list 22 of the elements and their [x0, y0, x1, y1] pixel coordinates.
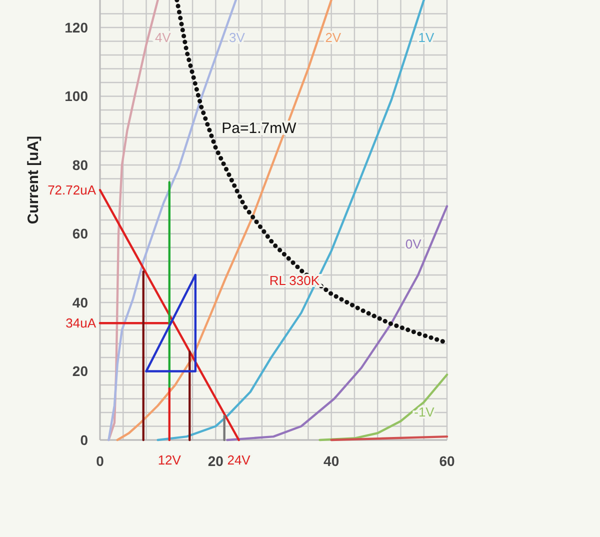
series-label: -1V	[414, 404, 435, 420]
series-label: 3V	[229, 30, 246, 45]
y-tick-label: 40	[72, 294, 88, 310]
x-tick-label: 40	[324, 453, 340, 469]
y-axis-title: Current [uA]	[25, 136, 42, 224]
y-tick-label: 60	[72, 226, 88, 242]
annotation: 34uA	[66, 316, 96, 331]
series-label: 2V	[325, 30, 342, 45]
y-tick-label: 100	[64, 88, 88, 104]
x-tick-label: 60	[439, 453, 455, 469]
y-tick-label: 0	[80, 432, 88, 448]
x-tick-label: 0	[96, 453, 104, 469]
y-tick-label: 120	[64, 19, 88, 36]
x-tick-label: 20	[208, 453, 224, 469]
annotation: 72.72uA	[48, 182, 96, 198]
series-label: 0V	[405, 236, 422, 252]
series-label: 1V	[418, 30, 434, 45]
annotation: 12V	[158, 452, 182, 468]
y-tick-label: 80	[72, 156, 88, 173]
y-tick-label: 20	[72, 363, 88, 380]
annotation: 24V	[227, 452, 251, 468]
series-label: 4V	[154, 30, 172, 45]
